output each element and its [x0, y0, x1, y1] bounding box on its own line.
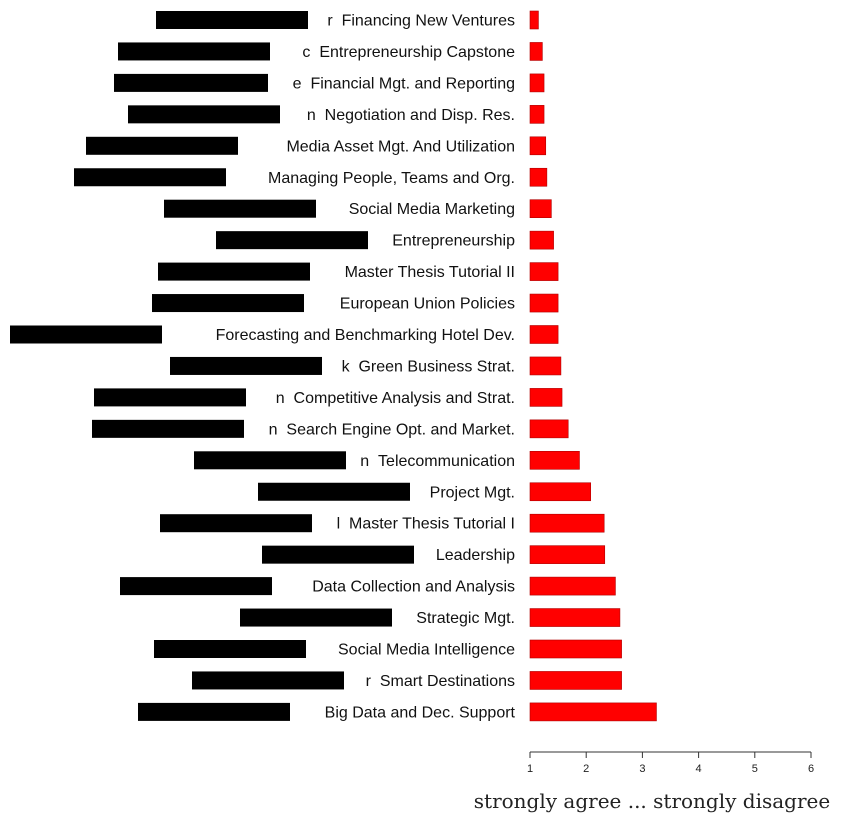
category-label: Strategic Mgt.: [416, 610, 515, 627]
bar: [529, 42, 543, 61]
category-label: Master Thesis Tutorial II: [345, 264, 515, 281]
bar: [529, 230, 554, 250]
bar: [529, 167, 548, 187]
bar: [529, 199, 552, 218]
redaction-box: [164, 199, 316, 218]
redaction-box: [170, 356, 322, 375]
bar: [529, 513, 605, 533]
category-label: Big Data and Dec. Support: [325, 704, 516, 721]
bar: [529, 702, 657, 722]
bar: [529, 576, 616, 596]
redaction-box: [152, 294, 304, 313]
category-label: n Negotiation and Disp. Res.: [307, 107, 515, 124]
category-label: Data Collection and Analysis: [312, 579, 515, 596]
category-label: r Financing New Ventures: [327, 13, 515, 30]
redaction-box: [158, 262, 310, 281]
category-label: European Union Policies: [340, 296, 515, 313]
bar: [529, 639, 622, 659]
redaction-box: [262, 545, 414, 564]
bar: [529, 262, 559, 281]
category-label: r Smart Destinations: [366, 673, 515, 690]
redaction-group: [10, 11, 414, 721]
bar: [529, 671, 622, 690]
redaction-box: [258, 482, 410, 501]
category-label-group: r Financing New Ventures c Entrepreneursh…: [216, 13, 516, 722]
x-axis-title: strongly agree ... strongly disagree: [474, 789, 830, 813]
redaction-box: [156, 11, 308, 29]
x-tick-label: 1: [527, 763, 533, 775]
category-label: k Green Business Strat.: [342, 358, 515, 375]
redaction-box: [114, 73, 268, 92]
bar: [529, 10, 539, 30]
redaction-box: [74, 168, 226, 187]
bar: [529, 419, 569, 439]
category-label: Media Asset Mgt. And Utilization: [286, 138, 515, 155]
x-tick-label: 6: [808, 763, 814, 775]
category-label: Entrepreneurship: [392, 233, 515, 250]
category-label: Project Mgt.: [430, 484, 515, 501]
category-label: e Financial Mgt. and Reporting: [293, 75, 515, 92]
redaction-box: [192, 671, 344, 690]
bar: [529, 73, 545, 93]
bar: [529, 105, 545, 124]
x-tick-label: 4: [696, 763, 702, 775]
bar: [529, 482, 591, 502]
bar-group: [529, 10, 657, 722]
category-label: Managing People, Teams and Org.: [268, 170, 515, 187]
redaction-box: [120, 577, 272, 596]
x-tick-label: 2: [583, 763, 589, 775]
category-label: Leadership: [436, 547, 515, 564]
category-label: n Telecommunication: [360, 453, 515, 470]
category-label: c Entrepreneurship Capstone: [302, 44, 515, 61]
redaction-box: [240, 608, 392, 627]
bar: [529, 450, 580, 470]
category-label: Social Media Intelligence: [338, 642, 515, 659]
redaction-box: [118, 42, 270, 61]
bar: [529, 293, 559, 313]
redaction-box: [216, 231, 368, 250]
bar: [529, 545, 606, 564]
category-label: Social Media Marketing: [349, 201, 515, 218]
bar: [529, 325, 559, 344]
redaction-box: [94, 388, 246, 407]
redaction-box: [92, 419, 244, 438]
category-label: l Master Thesis Tutorial I: [337, 516, 515, 533]
x-tick-label: 3: [639, 763, 645, 775]
bar: [529, 356, 562, 376]
redaction-box: [194, 451, 346, 470]
redaction-box: [10, 325, 162, 344]
bar: [529, 388, 563, 407]
bar: [529, 136, 547, 156]
x-tick-label: 5: [752, 763, 758, 775]
category-label: n Search Engine Opt. and Market.: [269, 421, 515, 438]
x-axis: 1 2 3 4 5 6: [527, 751, 814, 775]
redaction-box: [86, 136, 238, 155]
redaction-box: [160, 514, 312, 533]
redaction-box: [128, 105, 280, 124]
redaction-box: [138, 702, 290, 721]
category-label: n Competitive Analysis and Strat.: [276, 390, 515, 407]
category-label: Forecasting and Benchmarking Hotel Dev.: [216, 327, 515, 344]
redaction-box: [154, 640, 306, 658]
bar: [529, 608, 621, 627]
